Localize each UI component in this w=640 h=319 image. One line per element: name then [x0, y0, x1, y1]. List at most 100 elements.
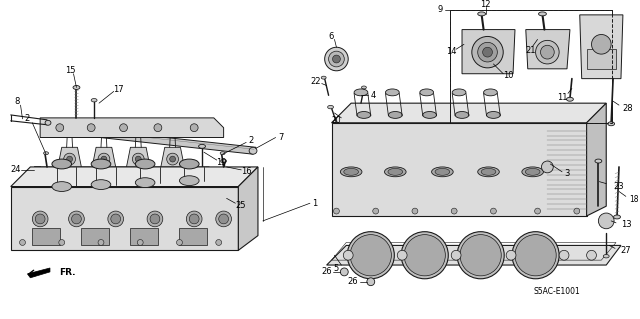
- Circle shape: [324, 47, 348, 71]
- Polygon shape: [580, 15, 623, 79]
- Circle shape: [216, 240, 221, 245]
- Ellipse shape: [595, 159, 602, 163]
- Ellipse shape: [321, 76, 326, 79]
- Ellipse shape: [614, 215, 620, 219]
- Circle shape: [32, 211, 48, 227]
- Polygon shape: [161, 147, 184, 167]
- Ellipse shape: [179, 176, 199, 186]
- Circle shape: [457, 232, 504, 279]
- Circle shape: [404, 235, 445, 276]
- Circle shape: [108, 211, 124, 227]
- Polygon shape: [326, 245, 621, 265]
- Ellipse shape: [44, 152, 49, 155]
- Ellipse shape: [220, 152, 225, 155]
- Circle shape: [333, 208, 339, 214]
- Polygon shape: [332, 123, 587, 216]
- Circle shape: [367, 278, 374, 286]
- Text: 27: 27: [620, 246, 630, 255]
- Text: 24: 24: [10, 165, 21, 174]
- Circle shape: [598, 213, 614, 229]
- Bar: [451, 10, 612, 123]
- Text: 28: 28: [622, 104, 632, 113]
- Circle shape: [20, 240, 26, 245]
- Bar: [451, 10, 612, 123]
- Ellipse shape: [91, 180, 111, 189]
- Ellipse shape: [604, 255, 609, 258]
- Circle shape: [340, 268, 348, 276]
- Circle shape: [219, 214, 228, 224]
- Circle shape: [72, 214, 81, 224]
- Polygon shape: [28, 268, 50, 278]
- Ellipse shape: [385, 89, 399, 96]
- Text: 17: 17: [113, 85, 124, 94]
- Text: 20: 20: [332, 116, 341, 125]
- Ellipse shape: [169, 125, 176, 129]
- Circle shape: [460, 235, 501, 276]
- Text: 2: 2: [248, 136, 253, 145]
- Text: 26: 26: [348, 277, 358, 286]
- Text: 9: 9: [438, 5, 443, 14]
- Text: 5: 5: [334, 264, 339, 273]
- Ellipse shape: [221, 159, 227, 163]
- Circle shape: [397, 250, 407, 260]
- Ellipse shape: [484, 89, 497, 96]
- Ellipse shape: [249, 147, 257, 154]
- Circle shape: [147, 211, 163, 227]
- Text: 18: 18: [628, 195, 638, 204]
- Circle shape: [534, 208, 541, 214]
- Text: 15: 15: [65, 66, 76, 75]
- Ellipse shape: [133, 176, 143, 181]
- Ellipse shape: [608, 122, 614, 126]
- Ellipse shape: [135, 178, 155, 188]
- Bar: [81, 228, 109, 245]
- Circle shape: [541, 45, 554, 59]
- Text: 26: 26: [321, 267, 332, 276]
- Ellipse shape: [420, 89, 433, 96]
- Circle shape: [483, 47, 492, 57]
- Circle shape: [328, 51, 344, 67]
- Circle shape: [343, 250, 353, 260]
- Ellipse shape: [135, 159, 155, 169]
- Circle shape: [170, 156, 175, 162]
- Polygon shape: [91, 130, 256, 154]
- Bar: [131, 228, 158, 245]
- Ellipse shape: [362, 86, 366, 89]
- Ellipse shape: [328, 105, 333, 109]
- Polygon shape: [526, 30, 570, 69]
- Ellipse shape: [340, 167, 362, 177]
- Ellipse shape: [73, 85, 80, 89]
- Polygon shape: [127, 147, 150, 167]
- Bar: [587, 49, 616, 69]
- Text: FR.: FR.: [59, 268, 76, 278]
- Circle shape: [98, 153, 110, 165]
- Circle shape: [87, 124, 95, 132]
- Bar: [32, 228, 60, 245]
- Ellipse shape: [52, 159, 72, 169]
- Ellipse shape: [354, 89, 368, 96]
- Text: 2: 2: [25, 115, 30, 123]
- Circle shape: [154, 124, 162, 132]
- Ellipse shape: [538, 12, 547, 16]
- Circle shape: [451, 250, 461, 260]
- Circle shape: [490, 208, 497, 214]
- Circle shape: [574, 208, 580, 214]
- Circle shape: [111, 214, 120, 224]
- Text: S5AC-E1001: S5AC-E1001: [534, 287, 580, 296]
- Text: 25: 25: [235, 201, 246, 210]
- Circle shape: [506, 250, 516, 260]
- Text: 12: 12: [480, 0, 491, 9]
- Polygon shape: [58, 147, 81, 167]
- Circle shape: [541, 161, 553, 173]
- Polygon shape: [40, 118, 223, 137]
- Polygon shape: [11, 187, 238, 250]
- Ellipse shape: [385, 167, 406, 177]
- Text: 21: 21: [525, 46, 536, 55]
- Circle shape: [166, 153, 179, 165]
- Circle shape: [120, 124, 127, 132]
- Ellipse shape: [431, 167, 453, 177]
- Ellipse shape: [486, 112, 500, 118]
- Circle shape: [412, 208, 418, 214]
- Ellipse shape: [65, 176, 74, 181]
- Text: 7: 7: [278, 133, 284, 142]
- Ellipse shape: [99, 176, 109, 181]
